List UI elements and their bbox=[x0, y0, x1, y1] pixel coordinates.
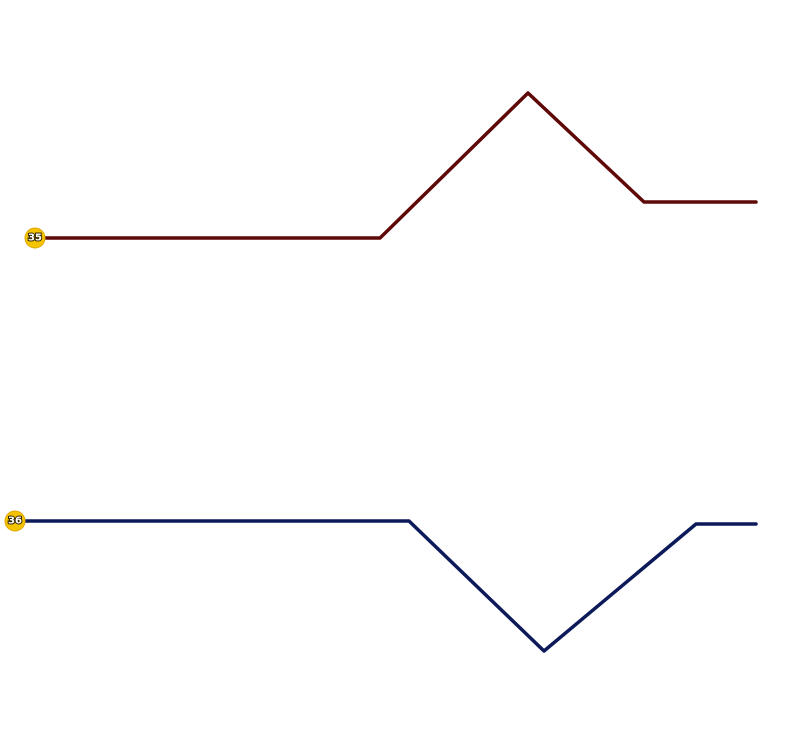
badge-label: 35 bbox=[28, 233, 42, 244]
route-badge: 36 bbox=[4, 510, 26, 532]
route-line bbox=[13, 519, 758, 653]
route-line bbox=[33, 91, 758, 240]
badge-circle bbox=[4, 510, 26, 532]
route-badge: 35 bbox=[24, 227, 46, 249]
badge-label: 36 bbox=[8, 516, 22, 527]
badge-circle bbox=[24, 227, 46, 249]
